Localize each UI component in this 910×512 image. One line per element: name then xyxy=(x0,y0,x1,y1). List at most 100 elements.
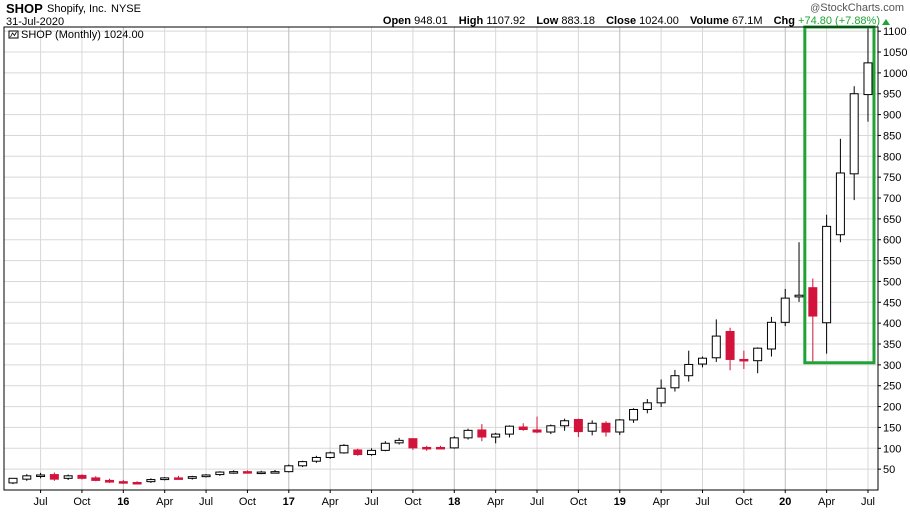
candle-up xyxy=(656,379,666,407)
candle-up xyxy=(794,242,804,302)
x-tick-label: Apr xyxy=(653,496,670,508)
candle-body xyxy=(242,471,252,474)
y-tick-label: 400 xyxy=(883,318,901,330)
candles xyxy=(8,27,873,485)
candle-up xyxy=(463,428,473,440)
high-value: 1107.92 xyxy=(486,15,526,27)
candle-up xyxy=(325,451,335,459)
y-tick-label: 1100 xyxy=(883,26,907,38)
candle-body xyxy=(477,429,487,438)
candle-body xyxy=(642,402,652,410)
candle-up xyxy=(229,470,239,474)
x-tick-label: Apr xyxy=(487,496,504,508)
candle-body xyxy=(201,474,211,478)
y-tick-label: 250 xyxy=(883,381,901,393)
candle-up xyxy=(849,86,859,201)
candle-body xyxy=(656,387,666,404)
y-tick-label: 750 xyxy=(883,172,901,184)
legend-label: SHOP (Monthly) 1024.00 xyxy=(21,29,144,41)
candle-down xyxy=(808,278,818,363)
y-tick-label: 900 xyxy=(883,110,901,122)
candle-body xyxy=(132,481,142,485)
chg-label: Chg xyxy=(773,15,795,27)
x-tick-label: Apr xyxy=(818,496,835,508)
x-tick-label: Jul xyxy=(695,496,709,508)
candle-up xyxy=(63,474,73,480)
candle-down xyxy=(77,474,87,480)
y-tick-label: 200 xyxy=(883,402,901,414)
candle-body xyxy=(325,452,335,458)
candle-up xyxy=(546,424,556,435)
candle-up xyxy=(684,350,694,382)
close-label: Close xyxy=(606,15,637,27)
x-tick-label: Apr xyxy=(322,496,339,508)
candle-up xyxy=(270,469,280,474)
candle-body xyxy=(36,474,46,477)
ticker-symbol: SHOP xyxy=(6,1,43,16)
candle-down xyxy=(132,481,142,485)
x-tick-label: Jul xyxy=(199,496,213,508)
candle-body xyxy=(725,330,735,360)
candle-up xyxy=(629,408,639,423)
candle-body xyxy=(780,297,790,323)
copyright-text: StockCharts.com xyxy=(820,2,904,14)
candle-body xyxy=(353,449,363,456)
y-tick-label: 100 xyxy=(883,443,901,455)
candle-body xyxy=(118,481,128,484)
x-tick-label: Oct xyxy=(404,496,421,508)
candle-body xyxy=(8,477,18,484)
y-tick-label: 800 xyxy=(883,151,901,163)
x-tick-label: Oct xyxy=(735,496,752,508)
x-tick-label: Oct xyxy=(239,496,256,508)
candle-up xyxy=(863,27,873,122)
candle-up xyxy=(367,448,377,456)
company-name: Shopify, Inc. xyxy=(47,3,107,15)
candle-up xyxy=(284,464,294,473)
candle-body xyxy=(22,475,32,480)
candle-down xyxy=(173,475,183,480)
x-tick-label: Oct xyxy=(570,496,587,508)
candle-body xyxy=(394,439,404,444)
y-tick-label: 550 xyxy=(883,256,901,268)
x-tick-label: 18 xyxy=(448,496,460,508)
candle-up xyxy=(394,437,404,445)
candle-up xyxy=(449,436,459,449)
candle-up xyxy=(146,478,156,483)
candle-down xyxy=(91,476,101,482)
up-arrow-icon xyxy=(882,19,890,25)
candle-body xyxy=(49,474,59,480)
ohlc-summary: Open 948.01 High 1107.92 Low 883.18 Clos… xyxy=(383,15,880,27)
candle-up xyxy=(187,475,197,480)
copyright-mark: @ xyxy=(810,3,821,14)
volume-label: Volume xyxy=(689,15,729,27)
open-label: Open xyxy=(382,15,412,27)
exchange-name: NYSE xyxy=(111,3,141,15)
candle-up xyxy=(711,319,721,362)
candle-down xyxy=(353,448,363,456)
candle-body xyxy=(105,479,115,483)
candle-body xyxy=(601,422,611,433)
chart-grid xyxy=(4,27,878,490)
copyright-notice: @StockCharts.com xyxy=(810,2,904,14)
candle-body xyxy=(449,437,459,449)
candle-body xyxy=(173,477,183,480)
chart-date: 31-Jul-2020 xyxy=(6,16,65,28)
candle-body xyxy=(849,93,859,175)
candle-body xyxy=(77,474,87,479)
candle-body xyxy=(532,429,542,433)
candle-down xyxy=(242,470,252,474)
candle-up xyxy=(339,444,349,454)
candle-body xyxy=(339,444,349,454)
y-tick-label: 1050 xyxy=(883,47,907,59)
candle-up xyxy=(36,472,46,479)
y-tick-label: 950 xyxy=(883,89,901,101)
candle-body xyxy=(615,419,625,433)
candle-body xyxy=(670,375,680,389)
candle-body xyxy=(215,471,225,476)
y-tick-label: 300 xyxy=(883,360,901,372)
low-label: Low xyxy=(536,15,559,27)
candle-body xyxy=(63,475,73,479)
candle-body xyxy=(766,321,776,350)
candle-body xyxy=(629,408,639,421)
